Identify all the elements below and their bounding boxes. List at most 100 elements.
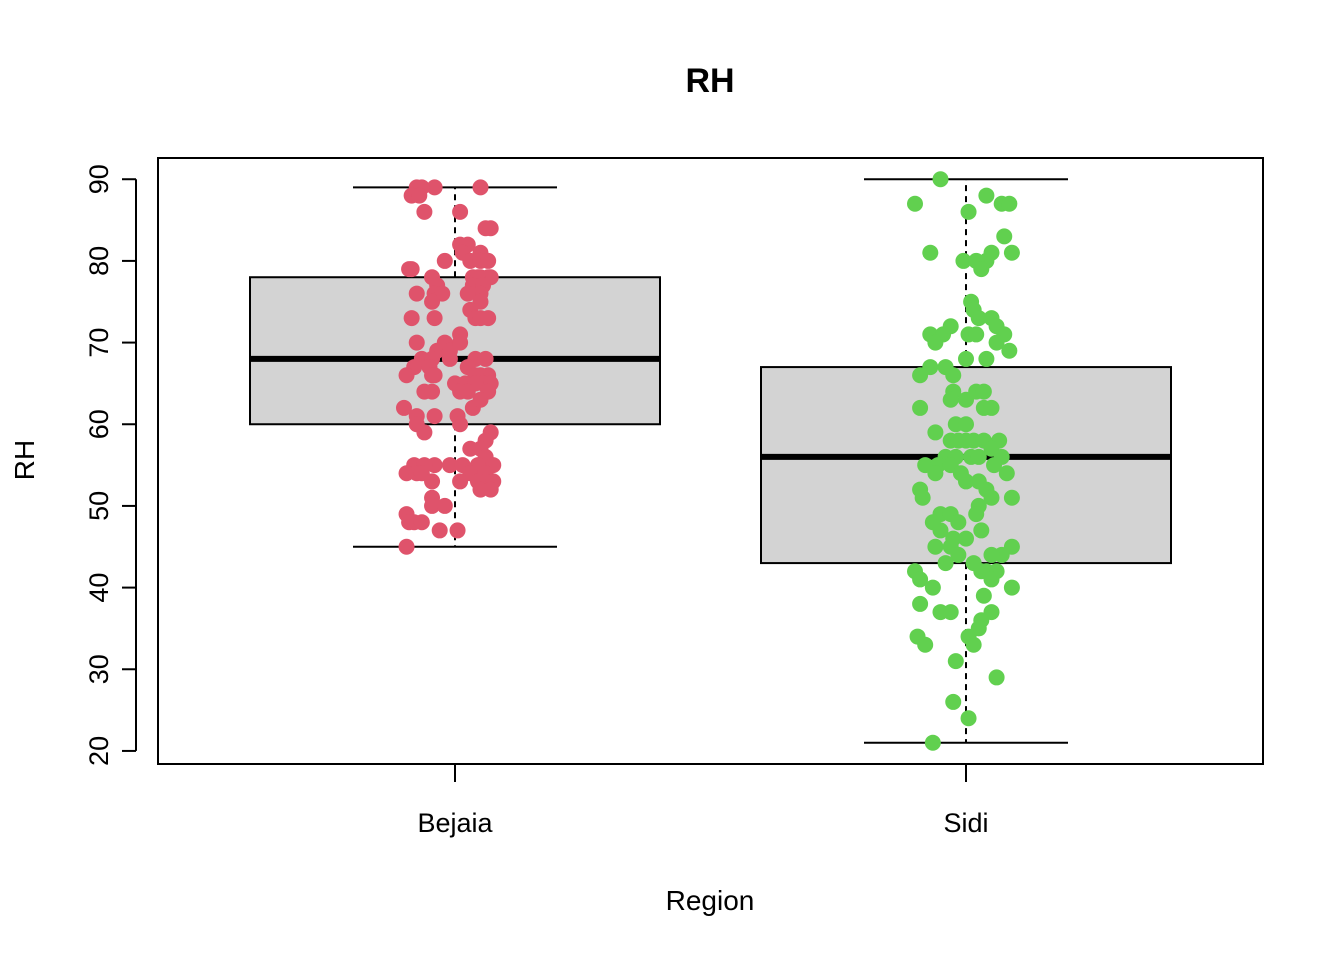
data-point-sidi: [983, 571, 1000, 588]
data-point-bejaia: [398, 538, 415, 555]
data-point-bejaia: [424, 383, 441, 400]
data-point-sidi: [998, 465, 1015, 482]
data-point-sidi: [983, 489, 1000, 506]
data-point-bejaia: [398, 367, 415, 384]
data-point-sidi: [983, 546, 1000, 563]
data-point-sidi: [914, 489, 931, 506]
data-point-sidi: [1001, 342, 1018, 359]
x-tick-label-bejaia: Bejaia: [417, 808, 493, 838]
data-point-sidi: [927, 465, 944, 482]
data-point-sidi: [927, 424, 944, 441]
data-point-sidi: [955, 252, 972, 269]
data-point-bejaia: [396, 399, 412, 416]
x-axis-label: Region: [666, 885, 755, 916]
data-point-sidi: [912, 399, 929, 416]
data-point-bejaia: [477, 350, 494, 367]
data-point-sidi: [950, 514, 967, 531]
data-point-sidi: [978, 350, 995, 367]
data-point-bejaia: [426, 408, 443, 425]
data-point-bejaia: [452, 473, 469, 490]
y-axis-label: RH: [9, 440, 40, 480]
data-point-sidi: [978, 187, 995, 204]
data-point-bejaia: [459, 383, 476, 400]
data-point-sidi: [973, 261, 990, 278]
data-point-bejaia: [426, 179, 443, 196]
data-point-sidi: [960, 203, 977, 220]
data-point-bejaia: [426, 367, 443, 384]
data-point-sidi: [996, 228, 1013, 245]
data-point-bejaia: [480, 252, 497, 269]
data-point-sidi: [924, 734, 941, 751]
data-point-sidi: [965, 636, 982, 653]
data-point-sidi: [970, 310, 987, 327]
data-point-sidi: [988, 669, 1005, 686]
data-point-sidi: [1001, 195, 1018, 212]
y-tick-label: 90: [84, 164, 114, 194]
data-point-sidi: [950, 546, 967, 563]
data-point-sidi: [958, 530, 974, 547]
data-point-sidi: [988, 334, 1005, 351]
data-point-bejaia: [441, 350, 458, 367]
data-point-sidi: [958, 350, 974, 367]
data-point-sidi: [970, 448, 987, 465]
data-point-bejaia: [472, 391, 489, 408]
data-point-sidi: [927, 334, 944, 351]
data-point-bejaia: [416, 203, 433, 220]
chart-title: RH: [685, 62, 734, 100]
data-point-sidi: [958, 473, 974, 490]
data-point-sidi: [932, 171, 949, 188]
data-point-sidi: [942, 391, 959, 408]
data-point-bejaia: [436, 497, 453, 514]
data-point-bejaia: [426, 310, 443, 327]
plot-area: 20 30 40 50 60 70 80 90 Bejaia Sidi: [84, 157, 1264, 838]
data-point-bejaia: [403, 261, 420, 278]
data-point-bejaia: [452, 334, 469, 351]
data-point-sidi: [917, 636, 934, 653]
data-point-sidi: [975, 587, 992, 604]
y-tick-label: 40: [84, 573, 114, 603]
data-point-sidi: [932, 604, 949, 621]
data-point-sidi: [912, 367, 929, 384]
data-point-sidi: [912, 571, 929, 588]
data-point-sidi: [986, 457, 1003, 474]
data-point-sidi: [912, 595, 929, 612]
data-point-sidi: [960, 710, 977, 727]
data-point-sidi: [968, 326, 985, 343]
x-tick-label-sidi: Sidi: [943, 808, 988, 838]
data-point-sidi: [1003, 579, 1020, 596]
data-point-bejaia: [416, 424, 433, 441]
data-point-bejaia: [482, 220, 499, 237]
data-point-sidi: [924, 579, 941, 596]
data-point-bejaia: [424, 473, 441, 490]
data-point-bejaia: [424, 293, 441, 310]
y-tick-label: 50: [84, 491, 114, 521]
data-point-sidi: [922, 244, 939, 261]
data-point-sidi: [942, 318, 959, 335]
data-point-sidi: [975, 383, 992, 400]
data-point-sidi: [947, 653, 964, 670]
y-tick-label: 80: [84, 246, 114, 276]
y-tick-label: 20: [84, 736, 114, 766]
data-point-bejaia: [459, 285, 476, 302]
data-point-bejaia: [480, 310, 497, 327]
data-point-bejaia: [449, 522, 466, 539]
data-point-bejaia: [482, 481, 499, 498]
data-point-sidi: [973, 522, 990, 539]
data-point-sidi: [945, 367, 962, 384]
data-point-bejaia: [408, 334, 425, 351]
data-point-bejaia: [436, 252, 453, 269]
data-point-sidi: [1003, 489, 1020, 506]
y-tick-label: 30: [84, 654, 114, 684]
y-tick-label: 70: [84, 328, 114, 358]
data-point-bejaia: [403, 310, 420, 327]
data-point-bejaia: [452, 203, 469, 220]
data-point-bejaia: [452, 416, 469, 433]
data-point-bejaia: [441, 457, 458, 474]
data-point-bejaia: [472, 179, 489, 196]
data-point-sidi: [1003, 244, 1020, 261]
data-point-sidi: [945, 693, 962, 710]
y-tick-label: 60: [84, 409, 114, 439]
data-point-bejaia: [401, 514, 418, 531]
data-point-bejaia: [413, 514, 430, 531]
